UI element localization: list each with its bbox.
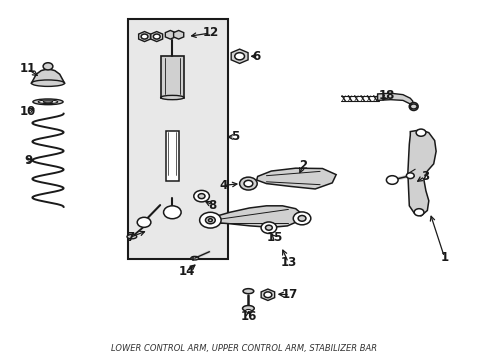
Circle shape — [199, 212, 221, 228]
Ellipse shape — [43, 101, 53, 103]
Text: 4: 4 — [219, 179, 227, 192]
Polygon shape — [256, 168, 335, 189]
Ellipse shape — [190, 256, 198, 260]
Ellipse shape — [33, 99, 63, 105]
Polygon shape — [138, 32, 150, 41]
Text: 18: 18 — [378, 89, 394, 102]
Polygon shape — [31, 69, 64, 83]
Ellipse shape — [242, 306, 254, 311]
Text: 16: 16 — [240, 310, 256, 323]
Text: 6: 6 — [252, 50, 260, 63]
Circle shape — [264, 292, 271, 298]
Circle shape — [193, 190, 209, 202]
Ellipse shape — [408, 103, 417, 111]
Ellipse shape — [38, 100, 58, 104]
Text: 14: 14 — [179, 265, 195, 278]
Circle shape — [43, 63, 53, 70]
Circle shape — [409, 104, 416, 109]
Text: 12: 12 — [202, 27, 218, 40]
Ellipse shape — [245, 310, 251, 312]
Circle shape — [234, 53, 244, 60]
Circle shape — [198, 194, 204, 199]
Text: 17: 17 — [281, 288, 297, 301]
Circle shape — [137, 217, 151, 227]
Ellipse shape — [127, 234, 137, 239]
Polygon shape — [407, 130, 435, 216]
Circle shape — [153, 34, 160, 39]
Text: 5: 5 — [230, 130, 238, 144]
Circle shape — [413, 209, 423, 216]
Circle shape — [205, 217, 215, 224]
Circle shape — [415, 129, 425, 136]
Ellipse shape — [243, 289, 253, 294]
Circle shape — [208, 219, 212, 222]
Polygon shape — [173, 31, 183, 39]
Polygon shape — [204, 206, 302, 227]
Text: 3: 3 — [420, 170, 428, 183]
Text: 15: 15 — [266, 231, 283, 244]
Text: LOWER CONTROL ARM, UPPER CONTROL ARM, STABILIZER BAR: LOWER CONTROL ARM, UPPER CONTROL ARM, ST… — [111, 344, 377, 353]
Text: 7: 7 — [125, 231, 134, 244]
Polygon shape — [165, 31, 175, 39]
Circle shape — [163, 206, 181, 219]
Circle shape — [261, 222, 276, 233]
Bar — [161, 56, 183, 98]
Bar — [165, 131, 179, 181]
Polygon shape — [231, 49, 247, 63]
Text: 2: 2 — [298, 159, 306, 172]
Ellipse shape — [160, 95, 183, 100]
Polygon shape — [150, 32, 163, 41]
Text: 10: 10 — [20, 105, 36, 118]
Circle shape — [293, 212, 310, 225]
Circle shape — [265, 225, 272, 230]
Polygon shape — [261, 289, 274, 301]
Circle shape — [141, 34, 148, 39]
Circle shape — [386, 176, 397, 184]
Text: 8: 8 — [208, 199, 217, 212]
Circle shape — [298, 216, 305, 221]
Text: 9: 9 — [25, 154, 33, 167]
Bar — [128, 19, 228, 259]
Text: 13: 13 — [280, 256, 296, 269]
Polygon shape — [377, 93, 412, 107]
Circle shape — [239, 177, 257, 190]
Circle shape — [406, 173, 413, 179]
Ellipse shape — [31, 80, 64, 86]
Text: 1: 1 — [440, 251, 447, 264]
Circle shape — [244, 180, 252, 187]
Text: 11: 11 — [20, 62, 36, 75]
